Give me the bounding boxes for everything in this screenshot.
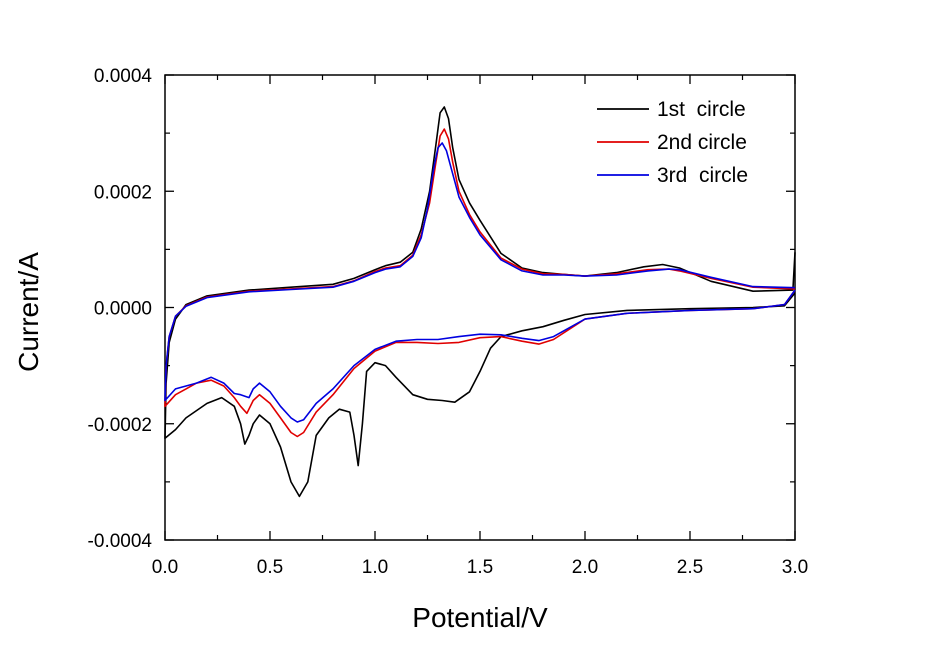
x-tick-label: 0.0 bbox=[152, 557, 178, 578]
y-tick-label: 0.0004 bbox=[94, 66, 153, 87]
x-tick-labels: 0.0 0.5 1.0 1.5 2.0 2.5 3.0 bbox=[152, 557, 808, 578]
x-tick-label: 1.5 bbox=[467, 557, 493, 578]
series-line-3 bbox=[164, 142, 796, 423]
series-line-1 bbox=[164, 106, 796, 498]
x-tick-label: 2.0 bbox=[572, 557, 598, 578]
y-tick-label: 0.0002 bbox=[94, 182, 152, 203]
y-tick-label: -0.0004 bbox=[88, 531, 153, 552]
x-axis-title: Potential/V bbox=[412, 602, 548, 633]
x-tick-label: 2.5 bbox=[677, 557, 703, 578]
legend-label-3: 3rd circle bbox=[657, 164, 748, 187]
series-lines bbox=[164, 106, 796, 498]
legend-label-1: 1st circle bbox=[657, 98, 746, 121]
y-tick-labels: 0.0004 0.0002 0.0000 -0.0002 -0.0004 bbox=[88, 66, 153, 552]
x-tick-label: 0.5 bbox=[257, 557, 283, 578]
y-tick-label: 0.0000 bbox=[94, 299, 152, 320]
x-tick-label: 1.0 bbox=[362, 557, 388, 578]
x-tick-label: 3.0 bbox=[782, 557, 808, 578]
y-tick-label: -0.0002 bbox=[88, 415, 152, 436]
y-axis-title: Current/A bbox=[13, 252, 44, 372]
legend-label-2: 2nd circle bbox=[657, 131, 747, 154]
legend: 1st circle 2nd circle 3rd circle bbox=[597, 98, 748, 187]
